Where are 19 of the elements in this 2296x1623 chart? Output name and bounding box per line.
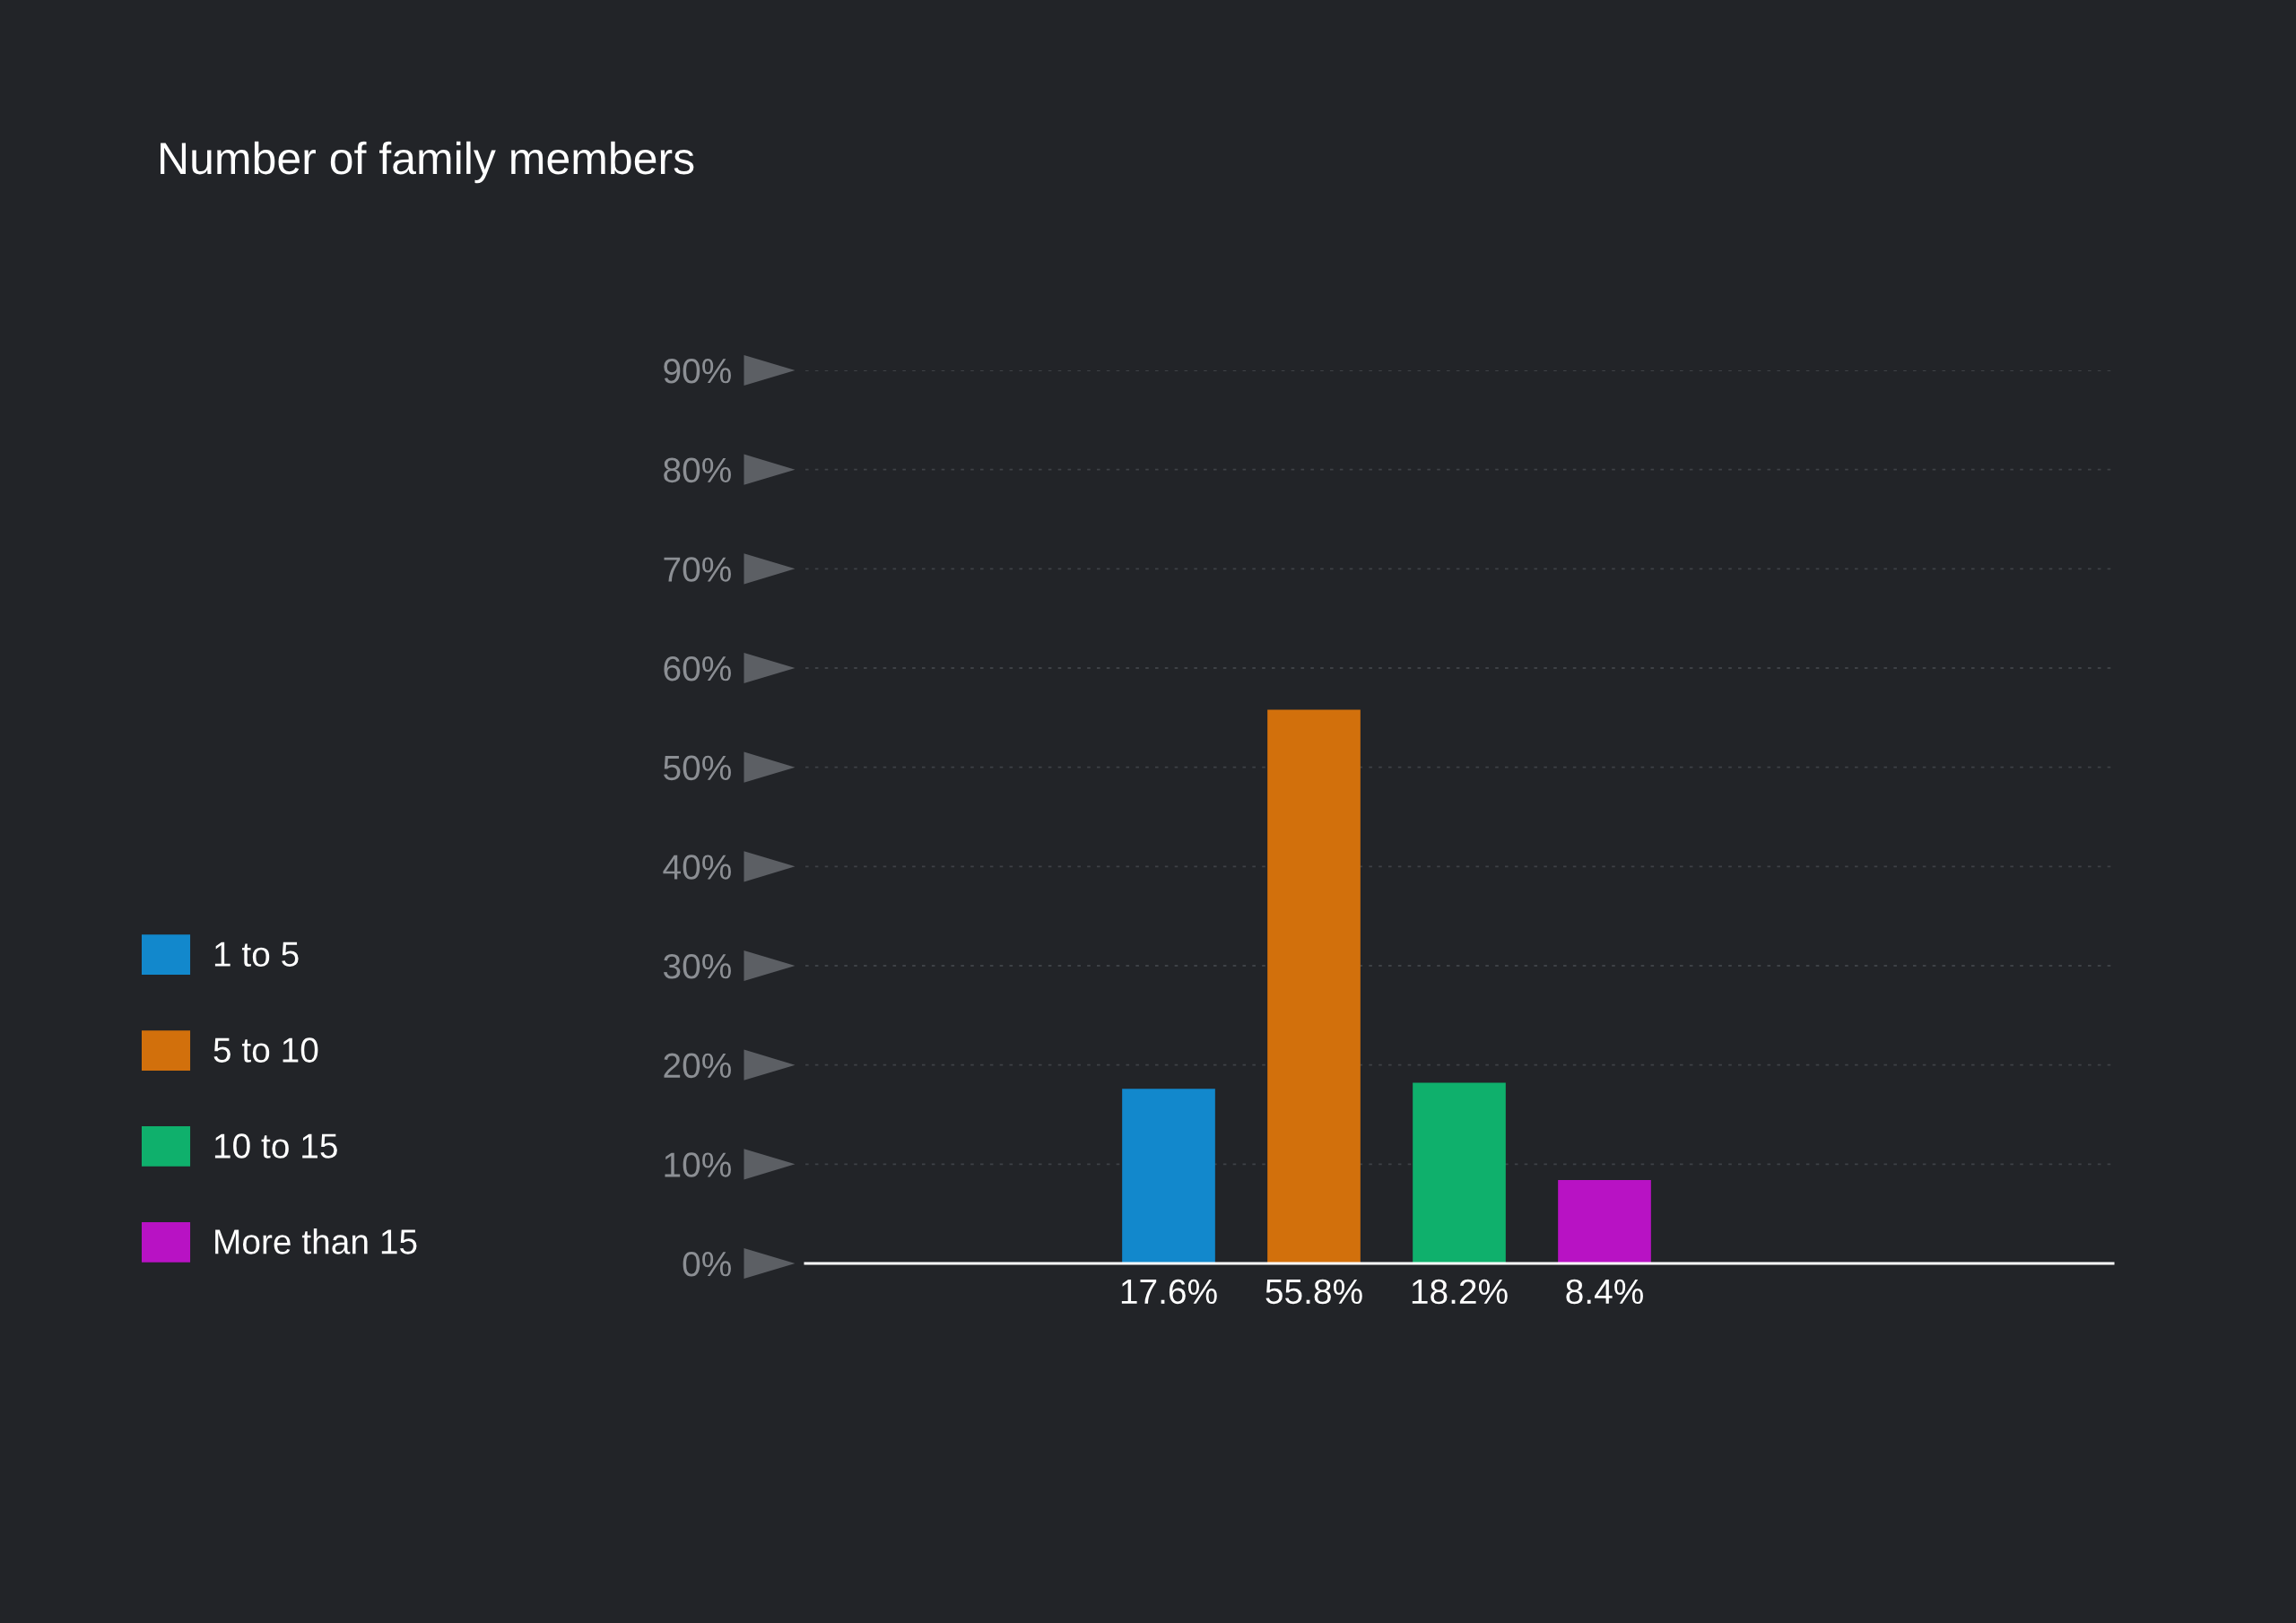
y-tick-label: 90% bbox=[664, 358, 731, 384]
y-tick-label: 20% bbox=[664, 1053, 731, 1079]
legend-label: More than 15 bbox=[215, 1228, 417, 1254]
y-tick-label: 70% bbox=[664, 557, 731, 582]
data-label: 8.4% bbox=[1566, 1279, 1643, 1305]
data-label: 17.6% bbox=[1121, 1279, 1217, 1305]
data-label: 18.2% bbox=[1412, 1279, 1508, 1305]
legend-label: 1 to 5 bbox=[214, 942, 299, 967]
legend-label: 5 to 10 bbox=[213, 1037, 318, 1063]
y-tick-label: 30% bbox=[663, 953, 731, 979]
text: Number of family members bbox=[161, 141, 694, 184]
y-tick-label: 50% bbox=[664, 755, 731, 781]
legend-label: 10 to 15 bbox=[214, 1133, 337, 1159]
data-label: 55.8% bbox=[1265, 1279, 1362, 1305]
y-tick-label: 40% bbox=[663, 855, 731, 880]
y-tick-label: 0% bbox=[683, 1251, 731, 1277]
y-tick-label: 80% bbox=[664, 457, 731, 483]
y-tick-label: 10% bbox=[665, 1152, 731, 1177]
y-tick-label: 60% bbox=[664, 655, 731, 681]
